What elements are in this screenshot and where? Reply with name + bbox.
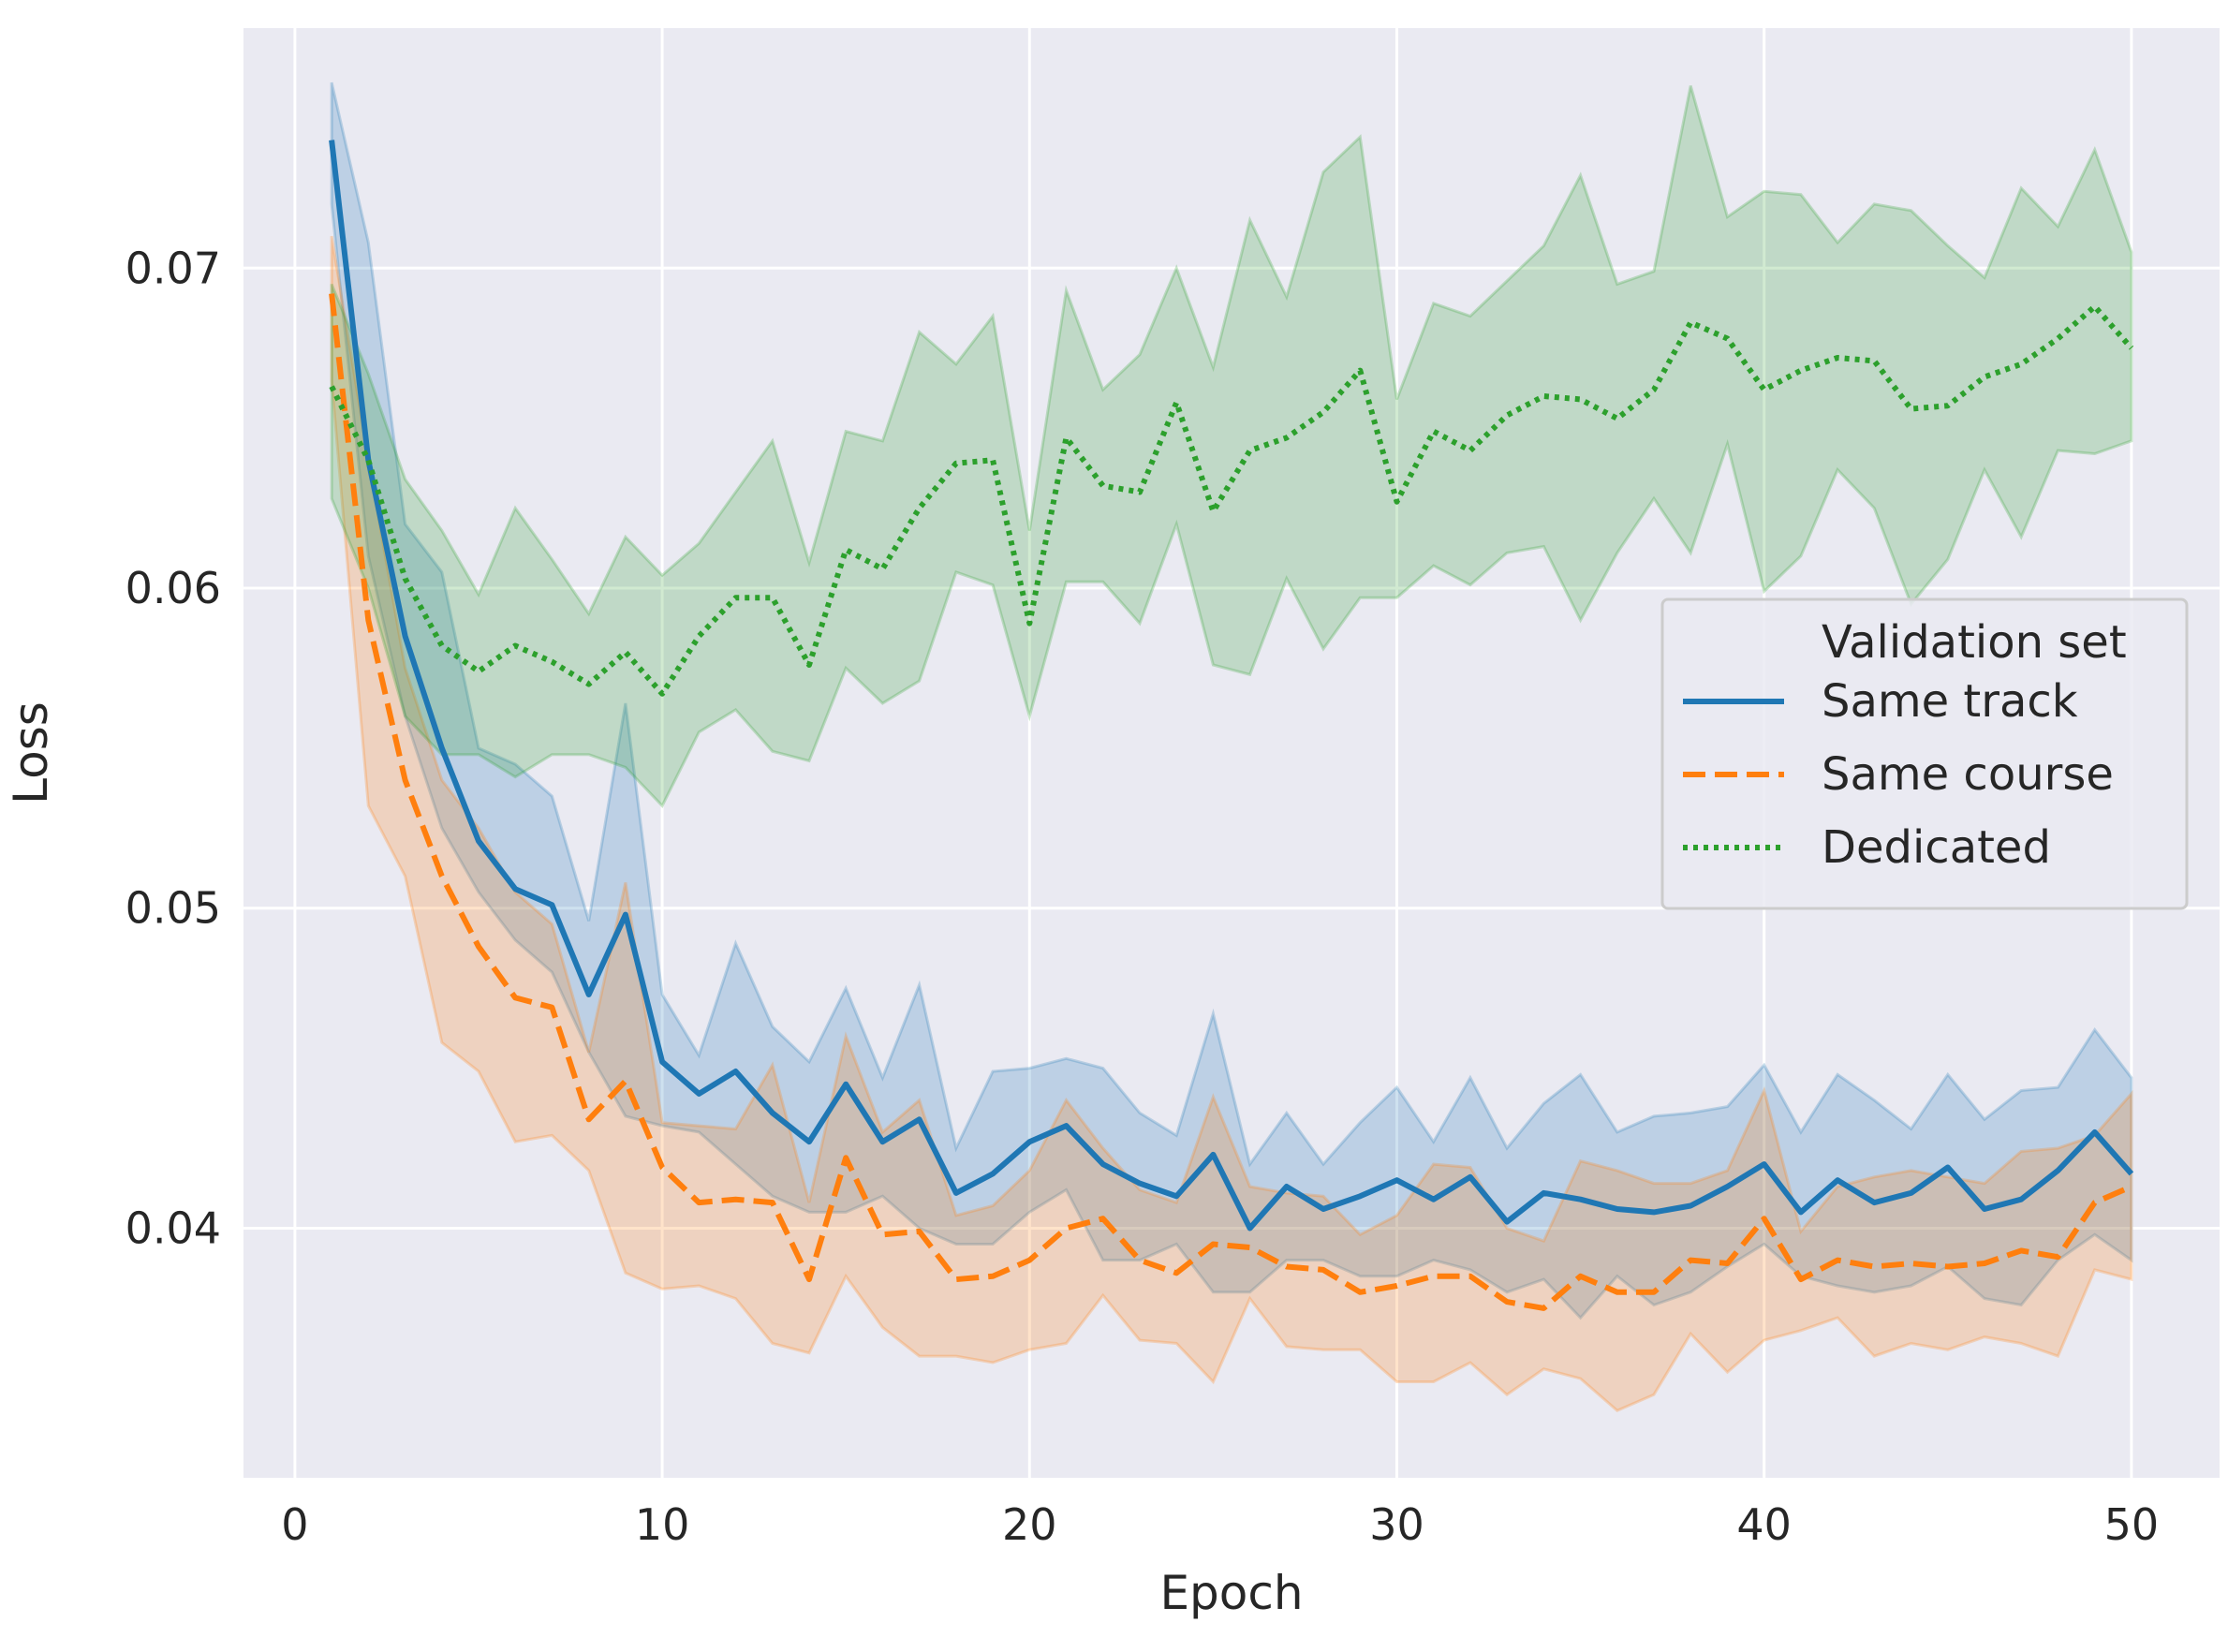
same-track-band <box>330 81 2133 1320</box>
dedicated-legend-label: Dedicated <box>1822 821 2051 874</box>
same-track-line <box>329 140 2134 1232</box>
legend-box <box>1660 597 2189 910</box>
y-axis-label: Loss <box>4 701 58 804</box>
dedicated-line <box>329 303 2134 697</box>
same-course-line <box>329 293 2133 1311</box>
x-tick-label: 0 <box>281 1499 308 1550</box>
legend-title: Validation set <box>1822 616 2127 669</box>
x-tick-label: 10 <box>635 1499 690 1550</box>
y-tick-label: 0.07 <box>125 243 221 293</box>
x-axis-label: Epoch <box>1159 1566 1303 1620</box>
tick-labels: 0 10 20 30 40 50 0.04 0.05 0.06 0.07 <box>125 243 2160 1550</box>
same-course-legend-label: Same course <box>1822 748 2114 801</box>
x-tick-label: 40 <box>1736 1499 1792 1550</box>
x-tick-label: 20 <box>1002 1499 1057 1550</box>
dedicated-band <box>330 85 2133 808</box>
y-tick-label: 0.05 <box>125 883 221 934</box>
same-track-legend-label: Same track <box>1822 675 2078 728</box>
series-lines <box>329 140 2134 1311</box>
y-tick-label: 0.04 <box>125 1202 221 1253</box>
legend-entries: Same track Same course Dedicated <box>1683 675 2114 874</box>
x-tick-label: 30 <box>1369 1499 1424 1550</box>
x-tick-label: 50 <box>2104 1499 2160 1550</box>
legend: Validation set Same track Same course Dedi… <box>1660 597 2189 910</box>
y-tick-label: 0.06 <box>125 563 221 613</box>
